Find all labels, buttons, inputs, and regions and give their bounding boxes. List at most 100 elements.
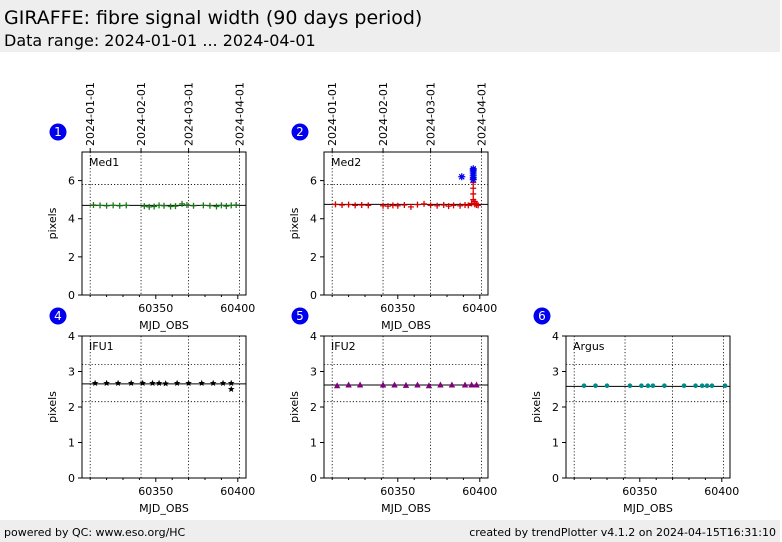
data-point — [699, 383, 705, 389]
panel-label: Med2 — [331, 156, 361, 169]
data-point — [161, 202, 167, 209]
data-point — [141, 203, 148, 210]
y-tick-label: 4 — [310, 330, 317, 343]
data-point — [379, 381, 387, 388]
y-tick-label: 4 — [310, 213, 317, 226]
data-point — [704, 383, 710, 389]
data-point — [365, 202, 372, 209]
data-point — [581, 383, 587, 389]
x-tick-label: 60350 — [380, 485, 415, 498]
data-point — [190, 202, 197, 209]
date-range: Data range: 2024-01-01 ... 2024-04-01 — [4, 31, 316, 50]
data-point — [470, 190, 477, 197]
data-point — [434, 202, 441, 209]
y-tick-label: 4 — [68, 213, 75, 226]
data-point — [639, 383, 644, 389]
data-point — [401, 202, 408, 209]
data-point — [402, 381, 410, 388]
x-axis-label: MJD_OBS — [381, 502, 431, 515]
data-point — [209, 379, 217, 387]
date-tick-label: 2024-02-01 — [377, 82, 390, 146]
y-tick-label: 2 — [310, 251, 317, 264]
y-tick-label: 0 — [310, 472, 317, 485]
data-point — [339, 202, 346, 209]
panel-label: Argus — [573, 340, 605, 353]
date-tick-label: 2024-03-01 — [183, 82, 196, 146]
y-tick-label: 1 — [552, 437, 559, 450]
x-tick-label: 60350 — [622, 485, 657, 498]
x-axis-label: MJD_OBS — [381, 319, 431, 332]
panel-number-badge — [49, 307, 67, 325]
data-point — [185, 379, 192, 387]
data-point — [448, 381, 456, 388]
x-tick-label: 60400 — [220, 485, 255, 498]
date-tick-label: 2024-03-01 — [425, 82, 438, 146]
date-tick-label: 2024-04-01 — [233, 82, 246, 146]
data-point — [407, 203, 414, 210]
x-tick-label: 60400 — [462, 485, 497, 498]
data-point — [223, 203, 230, 210]
data-point — [384, 203, 391, 210]
data-point — [155, 379, 163, 387]
data-point — [457, 202, 464, 209]
chart-panel-6: 6 0 1 2 3 4 60350 60400 MJD_OBS pixels Argus — [530, 307, 739, 515]
y-tick-label: 4 — [552, 330, 559, 343]
y-tick-label: 0 — [68, 289, 75, 302]
data-point — [627, 383, 633, 389]
data-point — [114, 379, 122, 387]
data-point — [470, 185, 477, 192]
x-tick-label: 60350 — [138, 485, 173, 498]
x-axis-label: MJD_OBS — [623, 502, 673, 515]
data-point — [127, 379, 135, 387]
plot-frame — [323, 335, 489, 479]
data-point — [172, 203, 179, 210]
data-point — [103, 379, 110, 387]
plot-frame — [81, 151, 247, 296]
data-point — [469, 165, 477, 173]
data-point — [722, 383, 728, 389]
data-point — [645, 383, 651, 389]
x-axis-label: MJD_OBS — [139, 319, 189, 332]
data-point — [450, 202, 457, 209]
data-point — [650, 383, 656, 389]
data-point — [103, 202, 110, 209]
data-point — [427, 202, 434, 209]
header: GIRAFFE: fibre signal width (90 days per… — [0, 0, 780, 52]
data-point — [394, 202, 401, 209]
data-point — [425, 382, 433, 389]
data-point — [333, 382, 341, 389]
panel-label: IFU1 — [89, 340, 114, 353]
data-point — [414, 201, 421, 208]
data-point — [440, 202, 447, 209]
data-point — [233, 202, 240, 209]
data-point — [421, 200, 428, 207]
chart-panel-2: 2 0 2 4 6 60350 60400 MJD_OBS pixels Med2 2024-01-… — [288, 82, 497, 332]
x-tick-label: 60350 — [380, 302, 415, 315]
y-tick-label: 0 — [310, 289, 317, 302]
data-point — [437, 381, 444, 388]
footer-powered-by: powered by QC: www.eso.org/HC — [4, 526, 186, 539]
plot-frame — [565, 335, 731, 479]
chart-panel-1: 1 0 2 4 6 60350 60400 MJD_OBS pixels Med1 2024-01-… — [46, 82, 255, 332]
y-tick-label: 3 — [68, 366, 75, 379]
y-tick-label: 2 — [68, 401, 75, 414]
data-point — [414, 381, 421, 388]
panel-number: 5 — [296, 309, 304, 323]
data-point — [461, 381, 469, 388]
y-tick-label: 2 — [68, 251, 75, 264]
data-point — [123, 202, 130, 209]
data-point — [468, 381, 475, 388]
date-tick-label: 2024-02-01 — [135, 82, 148, 146]
panel-number-badge — [291, 123, 309, 141]
date-tick-label: 2024-01-01 — [84, 82, 97, 146]
panel-number: 1 — [54, 125, 62, 139]
data-point — [97, 202, 104, 209]
page-title: GIRAFFE: fibre signal width (90 days per… — [4, 7, 423, 29]
data-point — [198, 379, 206, 387]
data-point — [345, 201, 352, 208]
data-point — [151, 203, 158, 210]
data-point — [593, 383, 598, 389]
y-axis-label: pixels — [46, 391, 59, 423]
date-tick-label: 2024-04-01 — [475, 82, 488, 146]
